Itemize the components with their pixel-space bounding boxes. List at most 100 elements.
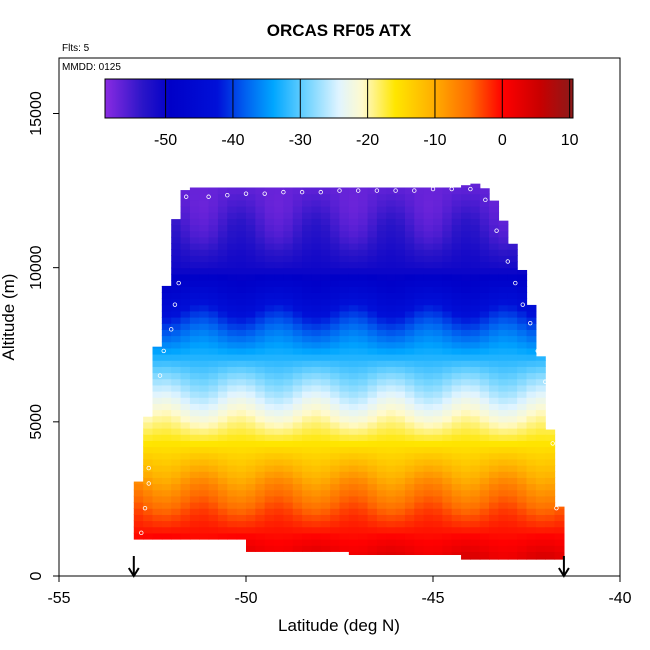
heatmap-cell (479, 255, 490, 263)
heatmap-cell (423, 341, 434, 349)
heatmap-cell (461, 236, 471, 244)
heatmap-cell (386, 224, 397, 232)
heatmap-cell (236, 304, 247, 312)
heatmap-cell (311, 187, 322, 195)
heatmap-cell (489, 409, 500, 417)
heatmap-cell (171, 458, 182, 466)
heatmap-cell (358, 403, 369, 411)
heatmap-cell (526, 341, 537, 349)
heatmap-cell (180, 341, 191, 349)
heatmap-cell (423, 206, 434, 213)
heatmap-cell (451, 249, 462, 256)
heatmap-cell (180, 255, 191, 263)
heatmap-cell (461, 304, 471, 312)
heatmap-cell (498, 428, 509, 435)
heatmap-cell (386, 187, 397, 195)
heatmap-cell (264, 199, 275, 207)
heatmap-cell (330, 471, 341, 478)
heatmap-cell (451, 415, 462, 423)
heatmap-cell (217, 409, 228, 417)
heatmap-cell (264, 415, 275, 423)
heatmap-cell (217, 526, 228, 534)
heatmap-cell (358, 458, 369, 466)
heatmap-cell (461, 458, 471, 466)
heatmap-cell (180, 409, 191, 417)
heatmap-cell (358, 495, 369, 503)
heatmap-cell (217, 230, 228, 238)
heatmap-cell (161, 366, 172, 374)
heatmap-cell (348, 317, 359, 324)
heatmap-cell (302, 526, 313, 534)
heatmap-cell (395, 243, 406, 250)
heatmap-cell (246, 273, 256, 281)
heatmap-cell (479, 545, 490, 552)
track-point (520, 302, 525, 307)
heatmap-cell (292, 508, 303, 515)
heatmap-cell (376, 341, 387, 349)
heatmap-cell (395, 335, 406, 343)
heatmap-cell (461, 520, 471, 528)
heatmap-cell (199, 199, 210, 207)
heatmap-cell (161, 458, 172, 466)
heatmap-cell (264, 218, 275, 226)
heatmap-cell (330, 212, 341, 219)
heatmap-cell (311, 360, 322, 367)
heatmap-cell (404, 471, 415, 478)
heatmap-cell (246, 212, 256, 219)
heatmap-cell (442, 286, 453, 293)
heatmap-cell (367, 292, 378, 300)
track-point (546, 419, 552, 425)
heatmap-cell (479, 267, 490, 275)
heatmap-cell (535, 551, 546, 559)
heatmap-cell (376, 502, 387, 509)
heatmap-cell (386, 255, 397, 263)
heatmap-cell (330, 409, 341, 417)
heatmap-cell (423, 526, 434, 534)
heatmap-cell (470, 255, 481, 263)
heatmap-cell (535, 372, 546, 380)
heatmap-cell (423, 323, 434, 330)
heatmap-cell (152, 409, 163, 417)
heatmap-cell (236, 273, 247, 281)
heatmap-cell (227, 236, 238, 244)
heatmap-cell (507, 532, 518, 540)
heatmap-cell (143, 495, 154, 503)
heatmap-cell (358, 366, 369, 374)
heatmap-cell (451, 243, 462, 250)
heatmap-cell (208, 255, 219, 263)
heatmap-cell (217, 428, 228, 435)
heatmap-cell (395, 304, 406, 312)
heatmap-cell (348, 508, 359, 515)
heatmap-cell (302, 317, 313, 324)
heatmap-cell (404, 360, 415, 367)
heatmap-cell (451, 286, 462, 293)
heatmap-cell (470, 551, 481, 559)
heatmap-cell (339, 471, 350, 478)
heatmap-cell (526, 403, 537, 411)
heatmap-cell (395, 212, 406, 219)
heatmap-cell (367, 218, 378, 226)
heatmap-cell (320, 372, 331, 380)
heatmap-cell (367, 477, 378, 485)
heatmap-cell (517, 317, 528, 324)
heatmap-cell (255, 471, 266, 478)
heatmap-cell (217, 440, 228, 448)
heatmap-cell (171, 243, 182, 250)
heatmap-cell (404, 193, 415, 201)
heatmap-cell (489, 335, 500, 343)
heatmap-cell (348, 236, 359, 244)
heatmap-cell (274, 465, 284, 472)
heatmap-cell (526, 415, 537, 423)
heatmap-cell (517, 310, 528, 318)
heatmap-cell (189, 354, 200, 361)
heatmap-cell (199, 273, 210, 281)
heatmap-cell (526, 489, 537, 497)
heatmap-cell (451, 483, 462, 491)
heatmap-cell (283, 391, 294, 398)
heatmap-cell (535, 360, 546, 367)
heatmap-cell (274, 483, 284, 491)
heatmap-cell (255, 502, 266, 509)
heatmap-cell (227, 273, 238, 281)
heatmap-cell (236, 495, 247, 503)
track-point (139, 530, 144, 536)
